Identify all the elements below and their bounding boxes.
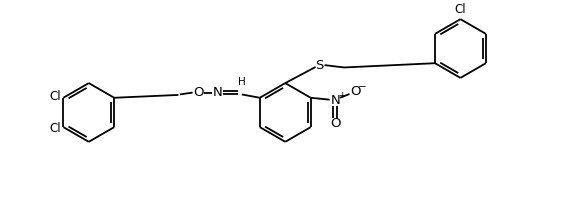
Text: H: H: [238, 77, 246, 87]
Text: Cl: Cl: [49, 90, 60, 103]
Text: N: N: [212, 86, 222, 99]
Text: −: −: [358, 82, 367, 92]
Text: Cl: Cl: [455, 3, 466, 16]
Text: S: S: [315, 59, 324, 72]
Text: O: O: [193, 86, 204, 99]
Text: Cl: Cl: [49, 122, 60, 135]
Text: N: N: [331, 94, 340, 107]
Text: O: O: [330, 117, 340, 130]
Text: +: +: [338, 91, 346, 100]
Text: O: O: [350, 85, 360, 98]
